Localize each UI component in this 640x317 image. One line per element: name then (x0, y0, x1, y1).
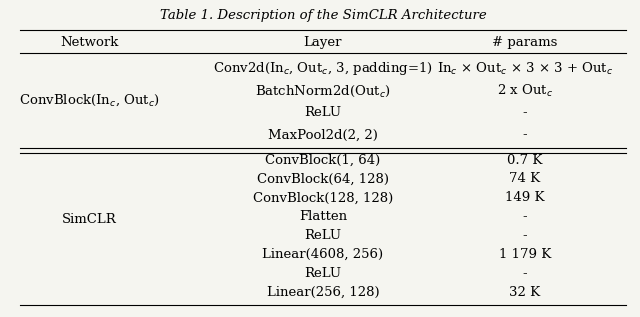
Text: Conv2d(In$_c$, Out$_c$, 3, padding=1): Conv2d(In$_c$, Out$_c$, 3, padding=1) (213, 61, 433, 77)
Text: 149 K: 149 K (505, 191, 545, 204)
Text: Layer: Layer (304, 36, 342, 49)
Text: ReLU: ReLU (305, 107, 342, 120)
Text: Linear(4608, 256): Linear(4608, 256) (262, 248, 383, 261)
Text: -: - (523, 107, 527, 120)
Text: Network: Network (60, 36, 118, 49)
Text: Flatten: Flatten (299, 210, 347, 223)
Text: ReLU: ReLU (305, 229, 342, 242)
Text: Table 1. Description of the SimCLR Architecture: Table 1. Description of the SimCLR Archi… (159, 9, 486, 22)
Text: # params: # params (492, 36, 557, 49)
Text: In$_c$ × Out$_c$ × 3 × 3 + Out$_c$: In$_c$ × Out$_c$ × 3 × 3 + Out$_c$ (436, 61, 613, 77)
Text: BatchNorm2d(Out$_c$): BatchNorm2d(Out$_c$) (255, 83, 391, 99)
Text: MaxPool2d(2, 2): MaxPool2d(2, 2) (268, 128, 378, 141)
Text: -: - (523, 267, 527, 280)
Text: 0.7 K: 0.7 K (508, 153, 543, 166)
Text: ConvBlock(In$_c$, Out$_c$): ConvBlock(In$_c$, Out$_c$) (19, 93, 160, 108)
Text: ConvBlock(128, 128): ConvBlock(128, 128) (253, 191, 393, 204)
Text: -: - (523, 229, 527, 242)
Text: ReLU: ReLU (305, 267, 342, 280)
Text: ConvBlock(1, 64): ConvBlock(1, 64) (266, 153, 381, 166)
Text: 32 K: 32 K (509, 286, 541, 299)
Text: SimCLR: SimCLR (62, 213, 116, 226)
Text: 74 K: 74 K (509, 172, 541, 185)
Text: -: - (523, 128, 527, 141)
Text: -: - (523, 210, 527, 223)
Text: ConvBlock(64, 128): ConvBlock(64, 128) (257, 172, 389, 185)
Text: 1 179 K: 1 179 K (499, 248, 551, 261)
Text: Linear(256, 128): Linear(256, 128) (267, 286, 380, 299)
Text: 2 x Out$_c$: 2 x Out$_c$ (497, 83, 553, 99)
